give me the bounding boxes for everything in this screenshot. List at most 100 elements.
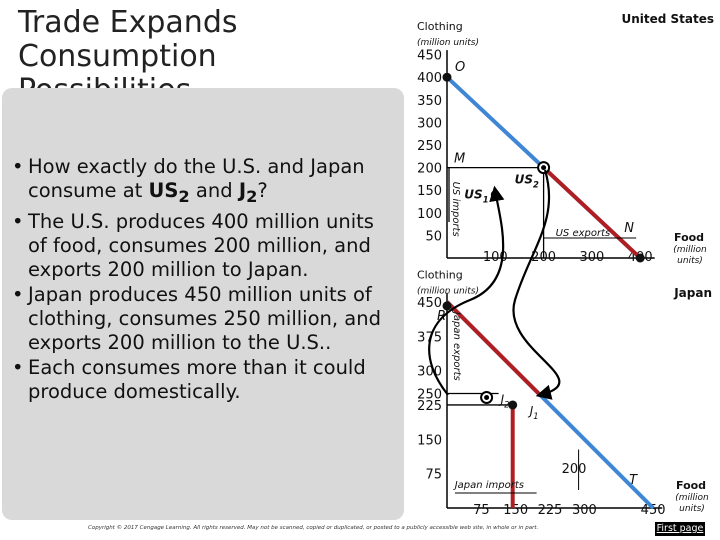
japan-label-j1-sub: 1 <box>533 411 538 421</box>
bullet-item: • Japan produces 450 million units of cl… <box>12 283 397 355</box>
bullet-bold-j: J <box>238 179 247 202</box>
us-x-tick-label: 400 <box>628 250 653 265</box>
us-x-axis-unit-2: units) <box>677 256 703 266</box>
us-point-n <box>635 253 645 263</box>
us-label-us2-main: US <box>515 173 533 187</box>
us-chart-title: United States <box>621 12 714 26</box>
bullet-dot: • <box>12 355 24 379</box>
japan-x-tick-label: 75 <box>473 503 490 518</box>
us-y-axis-label: Clothing <box>417 20 463 33</box>
japan-point-j2-ring <box>480 391 494 404</box>
japan-y-tick-label: 75 <box>425 468 442 483</box>
us-ppf-line <box>445 75 642 260</box>
japan-y-tick-label: 375 <box>417 330 442 345</box>
japan-y-axis-label: Clothing <box>417 269 463 282</box>
japan-label-t: T <box>629 473 638 488</box>
japan-y-tick-label: 250 <box>417 388 442 403</box>
bullet-text: How exactly do the U.S. and Japan consum… <box>28 155 365 202</box>
us-x-axis-label: Food <box>674 231 704 244</box>
japan-imports-amount: 200 <box>562 462 587 477</box>
bullet-text: Each consumes more than it could produce… <box>28 355 366 403</box>
us-point-us2-ring <box>537 161 551 175</box>
japan-trade-line <box>445 300 541 395</box>
us-point-us1 <box>490 190 500 200</box>
bullet-bold: US2 <box>148 179 190 206</box>
japan-x-tick-label: 225 <box>538 503 563 518</box>
bullet-sub: 2 <box>178 186 190 206</box>
us-label-m: M <box>454 152 465 167</box>
us-point-o <box>442 72 452 82</box>
japan-ppf-line <box>445 300 655 510</box>
us-label-us2-sub: 2 <box>533 180 539 190</box>
bullet-dot: • <box>12 282 24 306</box>
japan-y-tick-label: 300 <box>417 365 442 380</box>
bullet-text: Japan produces 450 million units of clot… <box>28 282 381 354</box>
japan-imports-label: Japan imports <box>453 480 524 491</box>
japan-y-tick-label: 450 <box>417 296 442 311</box>
japan-point-j1 <box>508 400 518 410</box>
us-y-tick-label: 450 <box>417 49 442 64</box>
japan-x-tick-label: 450 <box>641 503 666 518</box>
us-label-us1: US1 <box>464 188 488 205</box>
japan-exports-label: Japan exports <box>451 310 462 381</box>
bullet-item: • The U.S. produces 400 million units of… <box>12 210 397 282</box>
first-page-button[interactable]: First page <box>655 522 705 536</box>
us-label-us2: US2 <box>515 173 539 190</box>
us-exports-label: US exports <box>556 228 611 239</box>
us-y-tick-label: 250 <box>417 139 442 154</box>
japan-y-axis-unit: (million units) <box>417 287 479 297</box>
bullet-sub: 2 <box>246 186 258 206</box>
japan-x-axis-unit-2: units) <box>679 504 705 514</box>
japan-x-tick-label: 300 <box>572 503 597 518</box>
bullet-bold-us: US <box>148 179 179 202</box>
us-y-tick-label: 150 <box>417 184 442 199</box>
us-y-tick-label: 350 <box>417 94 442 109</box>
japan-y-tick-label: 225 <box>417 399 442 414</box>
us-trade-line <box>542 166 642 260</box>
us-y-tick-label: 300 <box>417 116 442 131</box>
bullet-text-post: ? <box>257 179 268 202</box>
us-x-tick-label: 300 <box>579 250 604 265</box>
japan-label-j2: J2 <box>499 393 510 410</box>
us-y-axis-unit: (million units) <box>417 38 479 48</box>
copyright-text: Copyright © 2017 Cengage Learning. All r… <box>88 525 539 531</box>
japan-x-axis-unit-1: (million <box>675 493 709 503</box>
bullet-bold: J2 <box>238 179 258 206</box>
arrow-japan-to-us <box>428 185 505 396</box>
bullet-text: The U.S. produces 400 million units of f… <box>28 209 374 281</box>
us-x-tick-label: 200 <box>531 250 556 265</box>
us-point-us2 <box>539 163 549 173</box>
us-y-tick-label: 400 <box>417 71 442 86</box>
us-label-n: N <box>624 221 634 236</box>
us-label-us1-sub: 1 <box>483 195 489 205</box>
japan-point-j2-center <box>484 395 490 400</box>
us-x-axis-unit-1: (million <box>673 245 707 255</box>
bullet-item: • Each consumes more than it could produ… <box>12 356 397 404</box>
bullet-dot: • <box>12 209 24 233</box>
japan-point-r <box>442 301 452 311</box>
us-label-us1-main: US <box>464 188 482 202</box>
bullet-item: • How exactly do the U.S. and Japan cons… <box>12 155 397 209</box>
bullet-list: • How exactly do the U.S. and Japan cons… <box>12 155 397 405</box>
japan-y-tick-label: 150 <box>417 433 442 448</box>
us-point-us2-center <box>541 165 547 171</box>
title-line-1: Trade Expands <box>18 5 238 40</box>
japan-label-j2-main: J <box>499 393 505 407</box>
japan-label-j1: J1 <box>528 404 539 421</box>
us-y-tick-label: 50 <box>425 229 442 244</box>
bullet-dot: • <box>12 155 24 178</box>
us-x-tick-label: 100 <box>483 250 508 265</box>
us-y-tick-label: 200 <box>417 162 442 177</box>
us-label-o: O <box>455 60 465 75</box>
japan-chart-title: Japan <box>673 286 712 300</box>
japan-label-j2-sub: 2 <box>504 400 509 410</box>
japan-x-axis-label: Food <box>676 479 706 492</box>
bullet-text-mid: and <box>189 179 239 202</box>
japan-label-j1-main: J <box>528 404 534 418</box>
us-y-tick-label: 100 <box>417 207 442 222</box>
japan-label-r: R <box>437 309 446 324</box>
us-imports-label: US imports <box>450 182 461 237</box>
japan-x-tick-label: 150 <box>503 503 528 518</box>
text-panel <box>2 88 404 520</box>
arrow-us-to-japan <box>512 169 561 400</box>
